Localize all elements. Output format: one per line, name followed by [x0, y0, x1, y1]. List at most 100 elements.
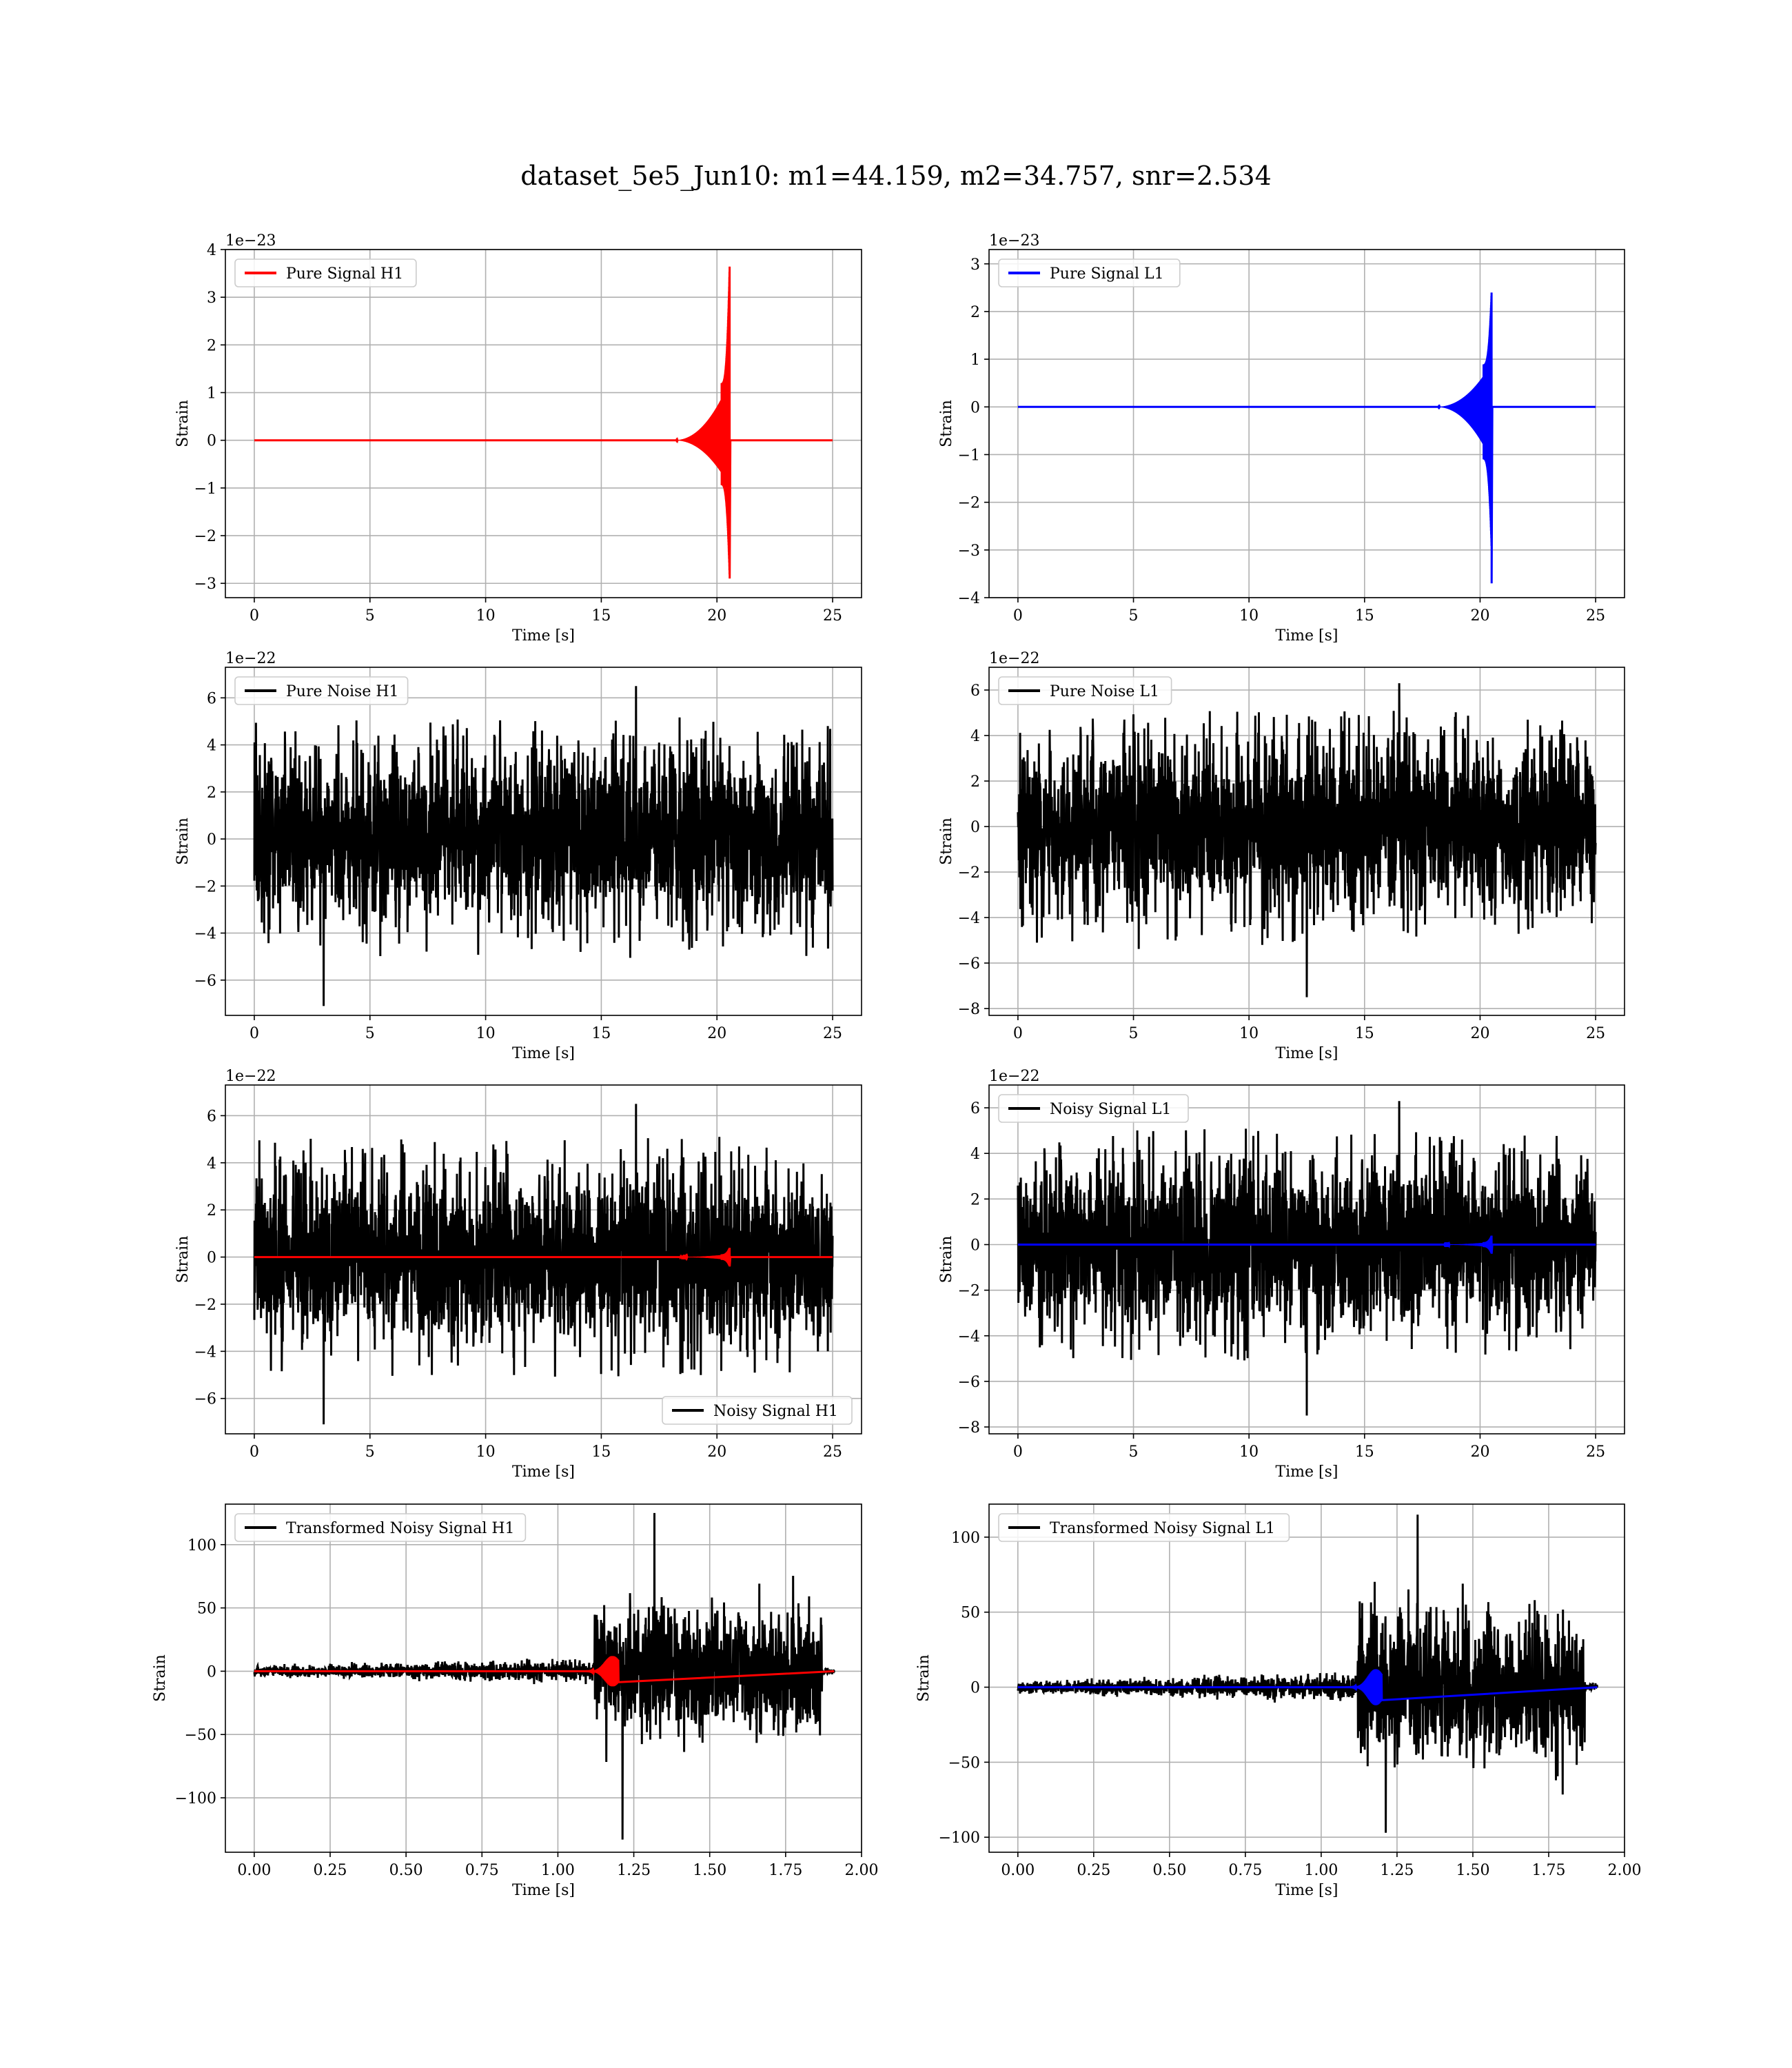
x-axis-label: Time [s] — [512, 1463, 575, 1481]
y-tick-label: 0 — [970, 1680, 980, 1697]
x-tick-label: 25 — [1586, 1025, 1605, 1042]
x-tick-label: 0 — [1013, 607, 1023, 625]
x-tick-label: 20 — [1470, 1025, 1489, 1042]
y-tick-label: −100 — [939, 1829, 980, 1847]
y-tick-label: −2 — [958, 495, 980, 512]
legend-box — [234, 258, 417, 287]
axis-offset-text: 1e−23 — [225, 232, 276, 250]
panel-row3-col2: 0 5 10 15 20 25 −8 −6 −4 −2 0 2 4 6 Time [s] Strain 1e−2… — [938, 1068, 1625, 1481]
x-tick-label: 0.25 — [1077, 1862, 1110, 1879]
legend-box — [662, 1396, 853, 1425]
plot-area — [253, 1104, 834, 1425]
legend: Transformed Noisy Signal H1 — [234, 1513, 527, 1542]
axis-offset-text: 1e−22 — [225, 1068, 276, 1085]
x-axis-label: Time [s] — [1275, 1045, 1338, 1062]
y-tick-label: 3 — [207, 290, 216, 307]
panel-row4-col1: 0.00 0.25 0.50 0.75 1.00 1.25 1.50 1.75 2.00 −100… — [152, 1503, 878, 1899]
series-line — [1017, 1669, 1598, 1705]
x-tick-label: 25 — [823, 607, 842, 625]
x-axis-label: Time [s] — [1275, 627, 1338, 645]
axes-frame — [988, 1503, 1625, 1853]
x-tick-label: 15 — [1355, 1443, 1374, 1461]
y-tick-label: −50 — [948, 1754, 980, 1772]
x-tick-label: 15 — [1355, 1025, 1374, 1042]
x-tick-label: 10 — [476, 607, 496, 625]
y-tick-label: −6 — [194, 1391, 216, 1408]
legend-box — [234, 676, 409, 705]
y-tick-label: 3 — [970, 256, 980, 274]
x-tick-label: 0.50 — [1152, 1862, 1186, 1879]
y-tick-label: −8 — [958, 1001, 980, 1018]
y-tick-label: −6 — [194, 973, 216, 990]
y-tick-label: −100 — [175, 1790, 216, 1807]
x-tick-label: 0 — [1013, 1443, 1023, 1461]
x-tick-label: 10 — [1239, 1443, 1259, 1461]
legend-box — [998, 676, 1172, 705]
x-axis-label: Time [s] — [1275, 1463, 1338, 1481]
legend-label: Pure Signal L1 — [1050, 265, 1164, 283]
panel-row1-col2: 0 5 10 15 20 25 −4 −3 −2 −1 0 1 2 3 Time [s] Strain 1e−2… — [938, 232, 1625, 645]
x-tick-label: 0.00 — [237, 1862, 271, 1879]
y-axis-label: Strain — [174, 400, 192, 447]
x-axis-label: Time [s] — [1275, 1882, 1338, 1899]
y-tick-label: −2 — [194, 528, 216, 545]
x-tick-label: 0.75 — [465, 1862, 499, 1879]
series-line — [253, 1512, 835, 1840]
legend-label: Pure Noise L1 — [1050, 683, 1159, 700]
y-tick-label: 1 — [207, 385, 216, 403]
figure-suptitle: dataset_5e5_Jun10: m1=44.159, m2=34.757,… — [520, 161, 1272, 192]
x-tick-label: 25 — [823, 1025, 842, 1042]
x-tick-label: 1.50 — [1456, 1862, 1489, 1879]
x-axis-label: Time [s] — [512, 1882, 575, 1899]
y-tick-label: 0 — [207, 433, 216, 450]
y-tick-label: 0 — [207, 1250, 216, 1267]
y-tick-label: −6 — [958, 955, 980, 973]
plot-area — [1017, 1514, 1598, 1833]
x-tick-label: 15 — [591, 1025, 611, 1042]
legend-label: Pure Noise H1 — [286, 683, 399, 700]
y-tick-label: 0 — [207, 831, 216, 849]
axes-frame — [225, 1503, 862, 1853]
y-tick-label: 50 — [961, 1605, 980, 1622]
plot-area — [1017, 1101, 1597, 1416]
y-tick-label: 4 — [970, 728, 980, 745]
series-line — [1017, 292, 1596, 584]
y-tick-label: 100 — [951, 1530, 980, 1547]
series-line — [254, 1248, 833, 1267]
x-tick-label: 2.00 — [1608, 1862, 1642, 1879]
axes-frame — [225, 667, 862, 1016]
x-tick-label: 0.25 — [314, 1862, 347, 1879]
y-tick-label: −6 — [958, 1374, 980, 1391]
axes-frame — [225, 1084, 862, 1435]
y-tick-label: −2 — [194, 878, 216, 895]
y-tick-label: −2 — [958, 864, 980, 882]
legend: Noisy Signal L1 — [998, 1094, 1189, 1123]
plot-area — [254, 266, 833, 579]
x-tick-label: 10 — [1239, 607, 1259, 625]
x-tick-label: 20 — [1470, 1443, 1489, 1461]
x-tick-label: 5 — [1129, 607, 1139, 625]
legend: Pure Signal L1 — [998, 258, 1181, 287]
legend: Pure Noise H1 — [234, 676, 409, 705]
x-tick-label: 1.75 — [1531, 1862, 1565, 1879]
y-tick-label: 2 — [970, 1191, 980, 1208]
y-tick-label: 0 — [970, 1237, 980, 1255]
x-tick-label: 0 — [250, 607, 259, 625]
x-tick-label: 5 — [365, 1025, 375, 1042]
y-tick-label: 2 — [970, 304, 980, 321]
x-tick-label: 15 — [591, 607, 611, 625]
legend-box — [998, 1513, 1290, 1542]
x-tick-label: 10 — [476, 1443, 496, 1461]
x-tick-label: 15 — [591, 1443, 611, 1461]
x-tick-label: 0 — [250, 1443, 259, 1461]
y-tick-label: 4 — [207, 242, 216, 259]
y-tick-label: 2 — [207, 784, 216, 802]
x-tick-label: 1.25 — [1380, 1862, 1414, 1879]
y-tick-label: 2 — [207, 337, 216, 354]
x-tick-label: 10 — [476, 1025, 496, 1042]
y-tick-label: −4 — [194, 926, 216, 943]
axis-offset-text: 1e−22 — [989, 1068, 1039, 1085]
x-tick-label: 15 — [1355, 607, 1374, 625]
y-tick-label: −4 — [958, 1328, 980, 1346]
